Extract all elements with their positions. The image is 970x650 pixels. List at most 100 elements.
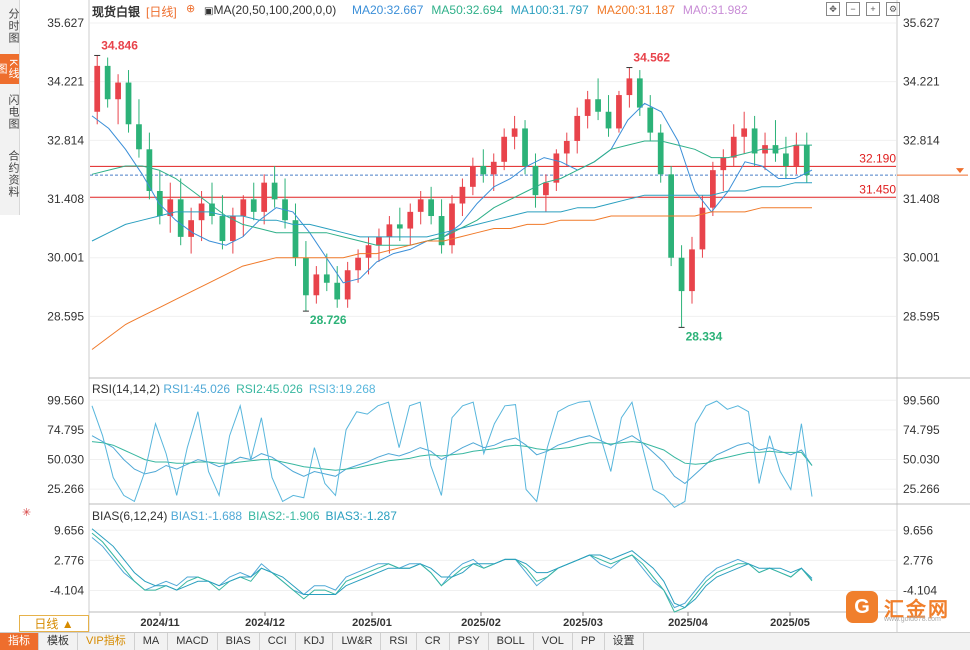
candle-body (459, 186, 466, 204)
candle-body (365, 245, 372, 258)
indicator-tab-指标[interactable]: 指标 (0, 633, 39, 650)
candle-body (626, 78, 633, 96)
y-tick-label: 50.030 (47, 453, 84, 467)
candle-body (543, 182, 549, 196)
ma-params-label: MA(20,50,100,200,0,0) (213, 3, 337, 17)
y-tick-label: 28.595 (903, 309, 940, 323)
y-tick-label: 32.814 (903, 133, 940, 147)
indicator-tab-rsi[interactable]: RSI (381, 633, 417, 650)
candle-body (699, 207, 706, 250)
ma-legend: MA20:32.667 MA50:32.694 MA100:31.797 MA200:… (352, 3, 756, 17)
candle-body (428, 199, 434, 217)
indicator-settings-icon[interactable]: ✳ (22, 507, 32, 519)
x-tick-label: 2024/11 (140, 617, 179, 629)
candle-body (751, 128, 758, 154)
legend-item: RSI1:45.026 (163, 382, 231, 396)
x-tick-label: 2025/03 (563, 617, 603, 629)
x-tick-label: 2024/12 (245, 617, 285, 629)
extreme-label: 28.334 (686, 329, 723, 343)
y-tick-label: 50.030 (903, 453, 940, 467)
sidebar-tab-3[interactable]: 合约资料 (7, 150, 19, 198)
indicator-tab-ma[interactable]: MA (135, 633, 169, 650)
indicator-tab-psy[interactable]: PSY (450, 633, 489, 650)
expand-icon[interactable]: ✥ (826, 2, 840, 16)
candle-body (563, 140, 570, 154)
y-tick-label: -4.104 (50, 584, 84, 598)
indicator-tab-cci[interactable]: CCI (260, 633, 296, 650)
candle-body (438, 216, 445, 246)
candle-body (449, 203, 455, 246)
sidebar: 分时图 K线图闪电图合约资料 (0, 0, 20, 215)
chart-canvas: 35.627 35.627 34.221 34.221 32.814 32.814 31.4… (47, 0, 970, 632)
candle-body (803, 145, 810, 176)
price-marker-icon (956, 168, 964, 174)
candle-body (292, 220, 299, 258)
indicator-tab-bias[interactable]: BIAS (218, 633, 260, 650)
indicator-tab-模板[interactable]: 模板 (39, 633, 78, 650)
candle-body (376, 236, 382, 246)
bias-title-label: BIAS(6,12,24) (92, 509, 168, 523)
candle-body (689, 249, 695, 292)
candle-body (490, 161, 497, 175)
ma-line-ma200 (91, 207, 812, 350)
sidebar-tab-2[interactable]: 闪电图 (7, 94, 19, 130)
y-tick-label: 34.221 (47, 75, 84, 89)
candle-body (511, 128, 518, 137)
rsi-legend: RSI1:45.026 RSI2:45.026 RSI3:19.268 (163, 382, 381, 396)
target-icon[interactable]: ⊕ (186, 3, 196, 15)
candle-body (532, 165, 539, 196)
candle-body (605, 111, 612, 129)
watermark-logo-icon: G (846, 591, 878, 623)
extreme-label: 28.726 (310, 313, 347, 327)
extreme-label: 34.846 (101, 38, 138, 52)
indicator-tab-vip指标[interactable]: VIP指标 (78, 633, 135, 650)
indicator-tab-boll[interactable]: BOLL (489, 633, 534, 650)
candle-body (209, 203, 215, 217)
watermark-url: www.gold678.com (884, 616, 941, 623)
zoom-in-icon[interactable]: + (866, 2, 880, 16)
sidebar-tab-1[interactable]: K线图 (0, 54, 19, 84)
x-tick-label: 2025/05 (770, 617, 810, 629)
hline-label: 32.190 (859, 151, 896, 165)
ma-legend-item: MA0:31.982 (682, 3, 748, 17)
chart-toolbar: ✥ − + ⚙ (826, 2, 900, 16)
y-tick-label: 28.595 (47, 309, 84, 323)
candle-body (94, 65, 101, 112)
indicator-tab-macd[interactable]: MACD (168, 633, 218, 650)
indicator-tab-lw&r[interactable]: LW&R (333, 633, 382, 650)
x-tick-label: 2025/04 (668, 617, 709, 629)
candle-body (553, 153, 560, 183)
candle-body (730, 136, 737, 158)
indicator-tab-kdj[interactable]: KDJ (296, 633, 334, 650)
settings-icon[interactable]: ⚙ (886, 2, 900, 16)
candle-body (261, 182, 268, 212)
indicator-tab-设置[interactable]: 设置 (605, 633, 644, 650)
candle-body (125, 82, 132, 125)
y-tick-label: 34.221 (903, 75, 940, 89)
y-tick-label: 32.814 (47, 133, 84, 147)
candle-body (417, 199, 424, 212)
ma-legend-item: MA20:32.667 (352, 3, 424, 17)
x-tick-label: 2025/01 (352, 617, 392, 629)
legend-item: BIAS3:-1.287 (325, 509, 397, 523)
sidebar-tab-0[interactable]: 分时图 (7, 8, 19, 44)
candle-body (303, 257, 309, 296)
indicator-tab-bar: 指标 模板 VIP指标 MA MACD BIAS CCI KDJ LW&R RSI CR PSY BOL… (0, 632, 970, 650)
candle-body (386, 224, 393, 237)
indicator-line-bias3 (91, 528, 813, 609)
bias-legend: BIAS1:-1.688 BIAS2:-1.906 BIAS3:-1.287 (171, 509, 403, 523)
indicator-tab-cr[interactable]: CR (417, 633, 450, 650)
y-tick-label: 25.266 (47, 482, 84, 496)
period-selector[interactable]: 日线 ▲ (19, 615, 89, 632)
watermark: G 汇金网 www.gold678.com (846, 588, 964, 626)
candle-body (230, 216, 236, 242)
y-tick-label: 25.266 (903, 482, 940, 496)
candle-body (156, 191, 163, 217)
indicator-tab-vol[interactable]: VOL (534, 633, 573, 650)
y-tick-label: 31.408 (903, 192, 940, 206)
zoom-out-icon[interactable]: − (846, 2, 860, 16)
y-tick-label: 74.795 (47, 423, 84, 437)
indicator-tab-pp[interactable]: PP (573, 633, 605, 650)
period-badge[interactable]: [日线] (146, 5, 177, 19)
candle-body (647, 107, 654, 133)
